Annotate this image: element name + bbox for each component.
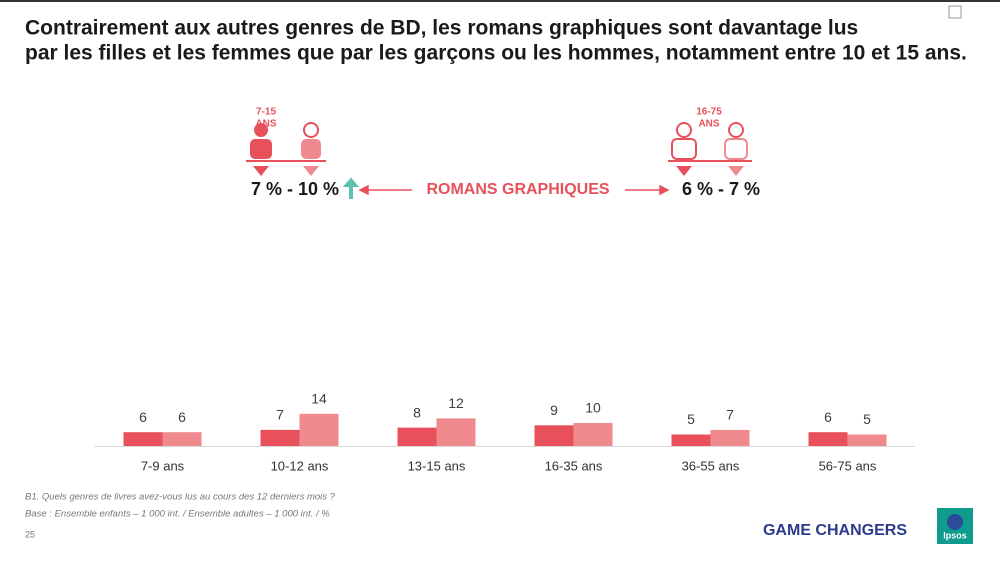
- bar-chart: 7-9 ans 6 6 10-12 ans 7 14 13-15 ans 8 12 16-35 a…: [123, 391, 887, 473]
- age-label: 16-75: [696, 107, 722, 118]
- bar: [260, 429, 300, 446]
- value-label: 9: [550, 402, 558, 418]
- left-people: 7-15 ANS: [246, 107, 326, 176]
- bar: [162, 432, 202, 446]
- right-value: 6 % - 7 %: [682, 179, 760, 199]
- bar: [299, 413, 339, 446]
- bar: [671, 434, 711, 446]
- value-label: 14: [311, 391, 327, 407]
- x-tick-label: 13-15 ans: [408, 458, 466, 473]
- boy-head: [254, 123, 268, 137]
- title-line: Contrairement aux autres genres de BD, l…: [25, 17, 858, 40]
- bar: [436, 418, 476, 446]
- center-label: ROMANS GRAPHIQUES: [426, 181, 609, 198]
- up-arrow: [342, 177, 360, 199]
- logo-circle: [947, 514, 963, 530]
- logo-text: Ipsos: [943, 530, 967, 540]
- value-label: 7: [276, 407, 284, 423]
- woman-head: [728, 122, 744, 138]
- bar: [847, 434, 887, 446]
- marker: [728, 166, 744, 176]
- x-tick-label: 36-55 ans: [682, 458, 740, 473]
- marker: [253, 166, 269, 176]
- age-label: ANS: [698, 119, 719, 130]
- arrows: [358, 184, 670, 196]
- x-tick-label: 10-12 ans: [271, 458, 329, 473]
- bar-line: [668, 160, 752, 162]
- footnote: Base : Ensemble enfants – 1 000 int. / E…: [25, 509, 330, 520]
- value-label: 5: [687, 411, 695, 427]
- value-label: 6: [139, 409, 147, 425]
- corner-icon: [948, 5, 962, 19]
- boy-body: [250, 139, 272, 159]
- bar: [573, 423, 613, 446]
- title-line: par les filles et les femmes que par les…: [25, 42, 967, 65]
- x-tick-label: 56-75 ans: [819, 458, 877, 473]
- bar: [710, 429, 750, 446]
- bar-line: [246, 160, 326, 162]
- right-people: 16-75 ANS: [668, 107, 752, 176]
- left-value: 7 % - 10 %: [251, 179, 339, 199]
- bar: [123, 432, 163, 446]
- man-body: [671, 138, 697, 160]
- age-label: 7-15: [256, 107, 276, 118]
- value-label: 6: [178, 409, 186, 425]
- page-number: 25: [25, 529, 35, 539]
- marker: [676, 166, 692, 176]
- value-label: 10: [585, 400, 601, 416]
- marker: [303, 166, 319, 176]
- bar: [808, 432, 848, 446]
- value-label: 8: [413, 404, 421, 420]
- bar: [397, 427, 437, 446]
- woman-body: [724, 138, 748, 160]
- x-tick-label: 7-9 ans: [141, 458, 185, 473]
- bar: [534, 425, 574, 446]
- value-label: 5: [863, 411, 871, 427]
- girl-head: [303, 122, 319, 138]
- value-label: 6: [824, 409, 832, 425]
- x-tick-label: 16-35 ans: [545, 458, 603, 473]
- value-label: 12: [448, 395, 464, 411]
- girl-body: [301, 139, 321, 159]
- man-head: [676, 122, 692, 138]
- footnote: B1. Quels genres de livres avez-vous lus…: [25, 492, 336, 503]
- value-label: 7: [726, 407, 734, 423]
- age-label: ANS: [255, 119, 276, 130]
- top-border: [0, 0, 1000, 2]
- brand: GAME CHANGERS: [763, 522, 907, 539]
